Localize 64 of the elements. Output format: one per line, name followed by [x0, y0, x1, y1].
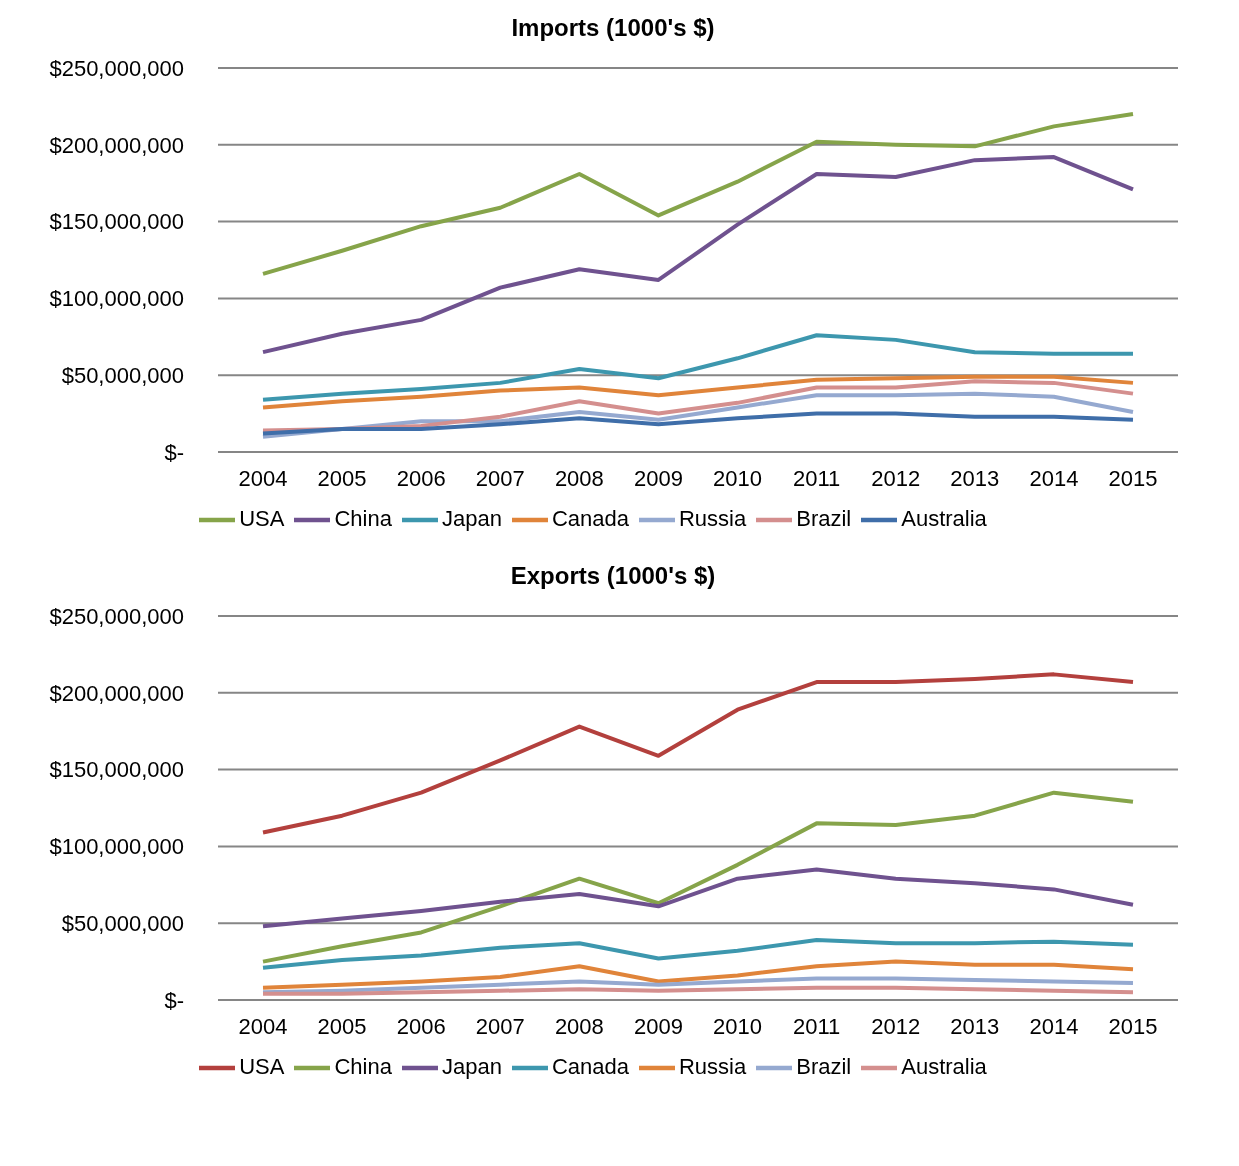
x-tick-label: 2007 — [475, 1013, 525, 1039]
legend-label: Russia — [678, 505, 747, 531]
x-tick-label: 2015 — [1108, 465, 1158, 491]
x-tick-label: 2012 — [871, 1013, 921, 1039]
x-tick-label: 2014 — [1029, 1013, 1079, 1039]
x-tick-label: 2015 — [1108, 1013, 1158, 1039]
legend-label: Brazil — [796, 1053, 852, 1079]
x-tick-label: 2012 — [871, 465, 921, 491]
x-tick-label: 2011 — [792, 465, 841, 491]
y-tick-label: $50,000,000 — [61, 911, 184, 937]
x-tick-label: 2005 — [317, 1013, 367, 1039]
line-series — [261, 333, 1135, 402]
y-tick-label: $250,000,000 — [49, 55, 184, 81]
chart-title: Imports (1000's $) — [510, 14, 716, 42]
legend-label: Canada — [551, 505, 629, 531]
x-tick-label: 2009 — [633, 465, 683, 491]
legend-label: Canada — [551, 1053, 629, 1079]
x-tick-label: 2006 — [396, 1013, 446, 1039]
x-tick-label: 2008 — [554, 1013, 604, 1039]
x-tick-label: 2010 — [713, 1013, 763, 1039]
x-tick-label: 2005 — [317, 465, 367, 491]
line-series — [261, 976, 1135, 995]
line-series — [261, 790, 1135, 964]
x-tick-label: 2008 — [554, 465, 604, 491]
line-series — [261, 155, 1135, 355]
x-tick-label: 2006 — [396, 465, 446, 491]
line-series — [261, 959, 1135, 990]
legend-label: USA — [239, 1053, 285, 1079]
y-tick-label: $50,000,000 — [61, 363, 184, 389]
line-series — [261, 411, 1135, 436]
x-tick-label: 2011 — [792, 1013, 841, 1039]
legend-label: Australia — [901, 505, 987, 531]
y-tick-label: $150,000,000 — [49, 209, 184, 235]
x-tick-label: 2007 — [475, 465, 525, 491]
y-tick-label: $100,000,000 — [49, 286, 184, 312]
x-tick-label: 2004 — [238, 1013, 288, 1039]
legend-label: Brazil — [796, 505, 852, 531]
x-tick-label: 2010 — [713, 465, 763, 491]
legend-label: Japan — [441, 505, 502, 531]
line-series — [261, 672, 1135, 835]
legend-label: Japan — [441, 1053, 502, 1079]
x-tick-label: 2009 — [633, 1013, 683, 1039]
y-tick-label: $150,000,000 — [49, 757, 184, 783]
legend-label: Russia — [678, 1053, 747, 1079]
y-tick-label: $250,000,000 — [49, 603, 184, 629]
legend-label: Australia — [901, 1053, 987, 1079]
x-tick-label: 2013 — [950, 465, 1000, 491]
legend-label: China — [334, 505, 392, 531]
y-tick-label: $- — [164, 987, 184, 1013]
legend-label: China — [334, 1053, 392, 1079]
line-series — [261, 374, 1135, 410]
y-tick-label: $200,000,000 — [49, 680, 184, 706]
legend-label: USA — [239, 505, 285, 531]
x-tick-label: 2014 — [1029, 465, 1079, 491]
y-tick-label: $- — [164, 439, 184, 465]
y-tick-label: $100,000,000 — [49, 834, 184, 860]
x-tick-label: 2013 — [950, 1013, 1000, 1039]
line-series — [261, 112, 1135, 276]
line-series — [261, 938, 1135, 970]
chart-title: Exports (1000's $) — [509, 562, 717, 590]
x-tick-label: 2004 — [238, 465, 288, 491]
y-tick-label: $200,000,000 — [49, 132, 184, 158]
line-series — [261, 867, 1135, 929]
line-series — [261, 985, 1135, 996]
